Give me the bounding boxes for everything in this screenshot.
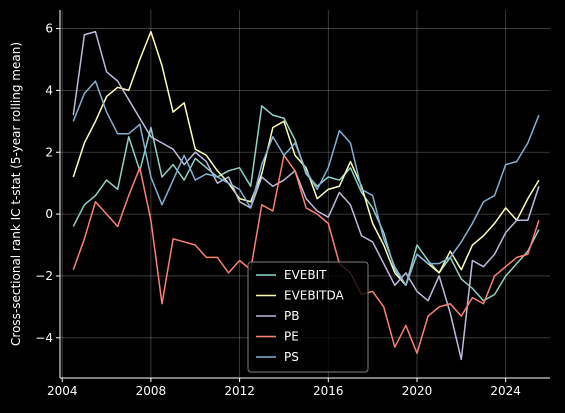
series-line-evebitda [72,30,540,286]
ticks: 2004 2008 2012 2016 2020 2024 −4 −2 0 2 4 6 [35,22,521,398]
axes [59,10,550,379]
legend-label-pb: PB [284,309,299,323]
series-line-pe [72,154,540,355]
legend-label-pe: PE [284,330,299,344]
series-line-ps [72,80,540,286]
y-tick-label: −4 [35,331,53,345]
x-tick-label: 2016 [313,384,344,398]
y-tick-label: 4 [45,83,53,97]
legend: EVEBIT EVEBITDA PB PE PS [247,261,369,373]
legend-label-evebitda: EVEBITDA [284,289,345,303]
series-line-pb [72,30,540,361]
x-tick-label: 2020 [402,384,433,398]
series-line-evebit [72,105,540,302]
x-tick-label: 2024 [490,384,521,398]
series-layer [72,30,540,361]
y-tick-label: 6 [45,22,53,36]
x-tick-label: 2008 [136,384,167,398]
legend-label-ps: PS [284,350,299,364]
legend-box [247,261,369,373]
grid [60,10,550,378]
y-tick-label: 2 [45,145,53,159]
y-tick-label: 0 [45,207,53,221]
y-tick-label: −2 [35,269,53,283]
x-tick-label: 2004 [47,384,78,398]
x-tick-label: 2012 [224,384,255,398]
y-axis-title: Cross-sectional rank IC t-stat (5-year r… [9,42,23,346]
legend-label-evebit: EVEBIT [284,268,327,282]
